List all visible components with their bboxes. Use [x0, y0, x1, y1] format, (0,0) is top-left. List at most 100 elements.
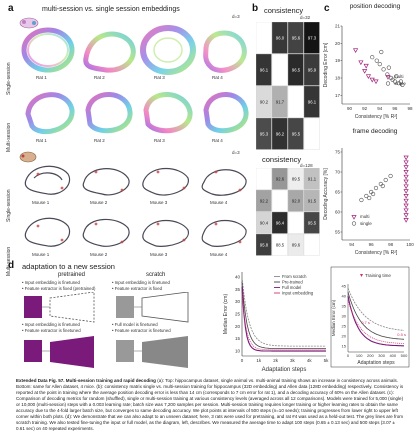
frame-decoding-ytick-1: 60: [335, 210, 341, 215]
matrix-bottom-cell-2-3: [303, 211, 320, 234]
frame-decoding-single-point-0: [359, 197, 364, 203]
frame-decoding-single-point-6: [370, 191, 376, 197]
pos-decoding-single-point-13: [374, 58, 379, 63]
frame-decoding-multi-point-13: [403, 203, 409, 209]
panel-b-top-dims: d=32: [300, 15, 311, 20]
input-embedding-block-br: [116, 340, 134, 362]
adapt-curve-full-model: [241, 286, 326, 352]
inset-ytick-6: 45: [342, 284, 347, 289]
matrix-bottom-value-0-3: 91.1: [308, 177, 317, 182]
frame-decoding-xtick-0: 94: [349, 242, 355, 247]
frame-decoding-multi-point-22: [403, 160, 409, 166]
frame-legend-multi-marker: [351, 215, 357, 220]
bullet-tr-2: • Feature extractor is fixed: [112, 286, 162, 291]
pos-decoding-xtick-3: 96: [392, 106, 398, 111]
matrix-bottom-cell-2-0: [255, 211, 272, 234]
inset-ytick-4: 35: [342, 304, 347, 309]
figure-caption: Extended Data Fig. 57. Multi-session tra…: [16, 378, 404, 431]
bullet-bl-2: • Feature extractor is finetuned: [22, 328, 81, 333]
matrix-bottom-cell-2-2: [287, 211, 304, 234]
matrix-top-value-3-2: 95.5: [292, 132, 301, 137]
position-decoding-chart: 17 18 19 20 21 90 92 94 96 98 Consistency [% R²] De…: [323, 24, 413, 121]
matrix-top-cell-1-0: [255, 53, 272, 86]
pos-decoding-multi-point-15: [362, 69, 368, 74]
matrix-bottom-cell-3-0: [255, 233, 272, 256]
inset-ytick-5: 40: [342, 294, 347, 299]
matrix-top-value-0-1: 96.0: [276, 36, 285, 41]
panel-d-label: d: [8, 260, 15, 271]
matrix-bottom-value-2-1: 96.4: [276, 221, 285, 226]
pos-decoding-multi-point-14: [358, 60, 364, 66]
frame-decoding-single-point-8: [367, 195, 372, 201]
matrix-bottom-value-3-2: 89.6: [292, 243, 301, 248]
adapt-xtick-3: 3k: [290, 358, 296, 363]
rat-1-label-single: Rat 1: [36, 75, 47, 80]
matrix-bottom-value-3-1: 88.5: [276, 243, 285, 248]
frame-decoding-multi-point-21: [403, 165, 409, 170]
mouse-icon: [19, 151, 37, 163]
input-embedding-block-tr: [116, 296, 134, 318]
adapt-legend-3: Input embedding: [282, 291, 314, 296]
matrix-top-value-1-0: 96.1: [260, 68, 269, 73]
panel-b-bottom-dims: d=128: [300, 163, 313, 168]
bullet-tl-1: • Input embedding is finetuned: [22, 280, 80, 285]
rat-icon: [19, 17, 39, 29]
frame-legend-multi: multi: [360, 214, 370, 219]
pos-decoding-single-point-1: [377, 62, 382, 67]
mouse-3-label-single: Mouse 3: [150, 200, 168, 205]
adapt-ytick-1: 15: [235, 336, 241, 341]
matrix-bottom-cell-1-0: [255, 189, 272, 212]
inset-curve-from-scratch: [347, 287, 405, 331]
pos-decoding-xtick-2: 94: [377, 106, 383, 111]
feature-extractor-finetuned-br: [142, 336, 188, 368]
matrix-top-cell-0-2: [287, 21, 304, 54]
matrix-top-value-0-3: 97.3: [308, 36, 317, 41]
frame-decoding-ytick-2: 65: [335, 190, 341, 195]
frame-decoding-multi-point-16: [403, 189, 409, 194]
matrix-bottom-cell-3-2: [287, 233, 304, 256]
pretrained-label: pretrained: [58, 272, 86, 278]
pos-decoding-single-point-8: [379, 49, 384, 55]
inset-frame: [330, 266, 410, 368]
rat-2-single-embedding: [83, 31, 136, 73]
matrix-top-cell-3-3: [303, 117, 320, 150]
frame-legend-single: single: [360, 221, 372, 226]
matrix-bottom-cell-0-0: [255, 167, 272, 190]
mouse-4-label-single: Mouse 4: [210, 200, 228, 205]
rat-3-multi-embedding: [143, 92, 193, 134]
mouse-1-label-multi: Mouse 1: [32, 252, 50, 257]
consistency-matrix-allen: 92.6 89.5 91.1 92.2 92.0 91.5 90.4 96.4 95.5 95.8…: [255, 167, 320, 256]
matrix-top-cell-3-1: [271, 117, 288, 150]
rat-4-label-single: Rat 4: [212, 75, 223, 80]
frame-decoding-xtick-2: 98: [388, 242, 394, 247]
inset-xtick-2: 200: [367, 353, 374, 358]
matrix-bottom-cell-1-1: [271, 189, 288, 212]
adapt-legend-2: Full model: [282, 285, 301, 290]
bullet-br-1: • Full model is finetuned: [112, 322, 158, 327]
mouse-2-label-multi: Mouse 2: [90, 252, 108, 257]
rat-4-multi-embedding: [203, 92, 249, 134]
input-embedding-block-tl: [24, 296, 42, 318]
frame-decoding-multi-point-14: [403, 198, 409, 204]
matrix-bottom-value-0-2: 89.5: [292, 177, 301, 182]
bullet-tl-2: • Feature extractor is fixed (pretrained…: [22, 286, 96, 291]
panel-d-title: adaptation to a new session: [22, 262, 115, 271]
pos-decoding-single-point-9: [386, 65, 391, 70]
frame-decoding-multi-point-10: [403, 218, 409, 223]
rat-3-single-embedding: [140, 25, 196, 75]
adapt-ytick-2: 20: [235, 324, 241, 329]
inset-xlabel: Adaptation steps: [357, 360, 395, 366]
matrix-bottom-cell-3-3: [303, 233, 320, 256]
matrix-top-value-1-3: 95.9: [308, 68, 317, 73]
rat-row-label-single: Single-session: [6, 62, 12, 95]
panel-a-mouse-dims: d=3: [232, 150, 240, 155]
matrix-top-value-2-0: 90.2: [260, 100, 269, 105]
pos-decoding-multi-point-20: [363, 63, 369, 69]
panel-c-top-title: position decoding: [349, 3, 401, 10]
panel-c-bottom-title: frame decoding: [352, 128, 398, 135]
rat-3-label-multi: Rat 3: [154, 138, 165, 143]
pos-decoding-ytick-1: 18: [335, 76, 341, 81]
matrix-top-cell-2-1: [271, 85, 288, 118]
pos-legend-multi: multi: [394, 74, 404, 79]
mouse-embeddings: [24, 165, 247, 247]
